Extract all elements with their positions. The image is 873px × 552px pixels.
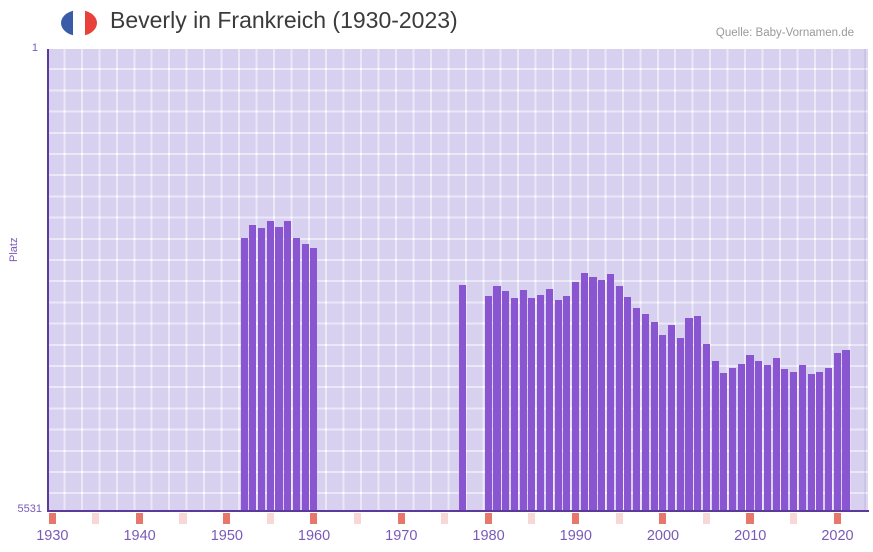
bar [790, 371, 798, 511]
bar [685, 317, 693, 511]
y-tick-label-bottom: 5531 [17, 503, 42, 515]
y-tick-label-top: 1 [31, 42, 38, 54]
x-tick-minor [266, 513, 274, 524]
x-tick-major [310, 513, 318, 524]
bars-layer [48, 49, 868, 511]
bar [257, 228, 266, 511]
x-tick-label: 2000 [646, 528, 680, 544]
bar [694, 316, 702, 511]
x-tick-major [223, 513, 231, 524]
bar [763, 364, 772, 511]
bar [493, 285, 501, 511]
x-tick-label: 1950 [210, 528, 243, 544]
bar [310, 248, 318, 511]
bar [266, 220, 274, 511]
bar [650, 321, 658, 511]
x-tick-label: 1960 [297, 528, 331, 544]
bar [702, 343, 710, 511]
x-tick-major [659, 513, 667, 524]
bar [249, 224, 257, 511]
bar [615, 285, 623, 511]
y-axis-title: Platz [8, 237, 20, 262]
bar [510, 297, 519, 511]
bar [824, 368, 833, 511]
bar [807, 373, 815, 511]
source-attribution: Quelle: Baby-Vornamen.de [715, 27, 854, 39]
bar [554, 299, 562, 511]
bar [798, 364, 806, 511]
page-title: Beverly in Frankreich (1930-2023) [110, 7, 458, 33]
x-tick-major [397, 513, 405, 524]
x-tick-major [746, 513, 754, 524]
bar [545, 288, 553, 511]
y-axis-line [47, 49, 49, 512]
x-tick-minor [179, 513, 187, 524]
x-tick-label: 2020 [821, 528, 854, 544]
x-tick-label: 2010 [734, 528, 767, 544]
bar [580, 273, 588, 511]
x-tick-minor [92, 513, 100, 524]
flag-band-red [84, 10, 97, 36]
bar [284, 220, 292, 511]
x-tick-label: 1940 [123, 528, 156, 544]
bar [833, 352, 841, 511]
bar [720, 373, 728, 511]
x-tick-minor [353, 513, 362, 524]
x-tick-minor [528, 513, 536, 524]
x-tick-minor [702, 513, 710, 524]
x-tick-minor [790, 513, 798, 524]
bar [563, 296, 571, 511]
bar [667, 325, 676, 511]
x-tick-major [572, 513, 580, 524]
x-tick-label: 1930 [36, 528, 69, 544]
x-tick-minor [615, 513, 623, 524]
x-tick-major [135, 513, 143, 524]
x-tick-major [48, 513, 56, 524]
flag-band-white [73, 10, 85, 36]
bar [737, 364, 745, 511]
bar [842, 349, 850, 511]
bar [572, 282, 580, 511]
bar [781, 369, 789, 511]
bar [606, 274, 614, 511]
bar [528, 298, 536, 511]
bar [502, 291, 510, 511]
bar [711, 361, 719, 511]
bar [275, 226, 283, 511]
flag-band-blue [61, 10, 73, 36]
bar [519, 290, 527, 511]
bar [641, 314, 649, 511]
bar [633, 308, 641, 511]
bar [659, 335, 667, 511]
bar [755, 360, 763, 511]
bar [676, 337, 684, 511]
france-flag-icon [61, 10, 97, 36]
x-tick-label: 1970 [385, 528, 418, 544]
bar [589, 276, 597, 511]
bar [292, 237, 300, 511]
x-axis-line [47, 510, 869, 512]
bar [484, 296, 492, 511]
bar [458, 284, 466, 511]
x-tick-major [833, 513, 841, 524]
bar [598, 279, 606, 511]
bar [816, 372, 824, 511]
bar [746, 354, 754, 511]
bar [624, 297, 632, 511]
plot-area [48, 49, 868, 511]
chart-header: Beverly in Frankreich (1930-2023) Quelle… [0, 0, 873, 46]
bar [772, 358, 780, 511]
bar [537, 294, 545, 511]
bar [240, 237, 248, 511]
x-tick-label: 1990 [559, 528, 592, 544]
bar [729, 368, 737, 511]
x-tick-minor [441, 513, 449, 524]
x-tick-major [484, 513, 492, 524]
bar [301, 244, 309, 511]
x-tick-label: 1980 [472, 528, 505, 544]
